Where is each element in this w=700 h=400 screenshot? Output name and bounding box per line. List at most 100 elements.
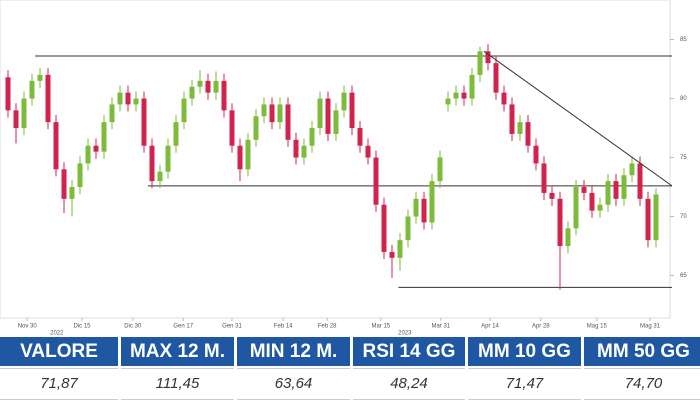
x-tick-label: Apr 14: [481, 324, 499, 330]
candle-body: [613, 181, 619, 199]
candle-body: [453, 92, 459, 99]
y-tick-label: 75: [680, 155, 687, 161]
candle-body: [245, 139, 251, 170]
candle-body: [301, 145, 307, 158]
candle-body: [29, 80, 35, 99]
candle-body: [429, 181, 435, 223]
candle-body: [469, 74, 475, 99]
x-tick-label: Apr 28: [532, 324, 550, 330]
candle-body: [533, 145, 539, 164]
table-header: MM 10 GG: [468, 337, 581, 366]
candle-body: [437, 157, 443, 182]
table-header: MAX 12 M.: [121, 337, 234, 366]
candle-body: [373, 157, 379, 205]
candle-body: [165, 145, 171, 172]
candle-body: [77, 163, 83, 188]
candle-body: [221, 80, 227, 111]
candle-body: [197, 80, 203, 87]
candle-body: [189, 86, 195, 99]
candle-body: [349, 92, 355, 129]
candle-body: [117, 92, 123, 105]
x-tick-label: Mar 31: [431, 324, 450, 330]
candle-body: [573, 187, 579, 229]
table-value: 48,24: [353, 368, 465, 400]
table-header: MM 50 GG: [584, 337, 700, 366]
candle-body: [365, 145, 371, 158]
table-value: 71,47: [468, 368, 581, 400]
candle-body: [173, 122, 179, 146]
candle-body: [461, 92, 467, 99]
candle-body: [141, 98, 147, 146]
candle-body: [381, 204, 387, 252]
candle-body: [637, 163, 643, 199]
candle-body: [181, 98, 187, 123]
candle-body: [253, 116, 259, 140]
candle-body: [37, 74, 43, 81]
candle-body: [517, 122, 523, 134]
x-tick-label: Feb 28: [318, 324, 337, 330]
year-label: 2022: [50, 331, 64, 336]
x-tick-label: Gen 31: [222, 324, 242, 330]
candle-body: [493, 63, 499, 93]
candle-body: [557, 198, 563, 247]
candle-body: [101, 122, 107, 152]
candle-body: [277, 104, 283, 123]
candle-body: [93, 145, 99, 152]
y-tick-label: 70: [680, 214, 687, 220]
table-header: RSI 14 GG: [353, 337, 465, 366]
table-header: VALORE: [0, 337, 118, 366]
candle-body: [605, 181, 611, 205]
table-value: 71,87: [0, 368, 118, 400]
x-tick-label: Mag 31: [640, 324, 661, 330]
candle-body: [213, 80, 219, 93]
year-label: 2023: [398, 331, 412, 336]
candle-body: [589, 192, 595, 211]
plot-area: [0, 0, 671, 319]
table-value: 74,70: [584, 368, 700, 400]
candle-body: [205, 80, 211, 93]
candle-body: [85, 145, 91, 164]
candle-body: [61, 169, 67, 199]
candle-body: [237, 145, 243, 170]
candle-body: [149, 145, 155, 182]
candle-body: [13, 110, 19, 129]
candle-body: [413, 198, 419, 217]
y-tick-label: 80: [680, 96, 687, 102]
candle-body: [597, 204, 603, 211]
candle-body: [53, 122, 59, 170]
x-tick-label: Nov 30: [18, 324, 38, 330]
table-value: 63,64: [237, 368, 350, 400]
x-tick-label: Gen 17: [173, 324, 193, 330]
candle-body: [645, 198, 651, 241]
candle-body: [445, 98, 451, 105]
x-tick-label: Mar 15: [371, 324, 390, 330]
candle-body: [629, 163, 635, 176]
y-tick-label: 85: [680, 37, 687, 43]
candle-body: [581, 187, 587, 193]
candle-body: [269, 104, 275, 123]
x-tick-label: Feb 14: [274, 324, 293, 330]
candle-body: [109, 104, 115, 123]
x-tick-label: Mag 15: [587, 324, 608, 330]
candle-body: [21, 98, 27, 129]
table-header: MIN 12 M.: [237, 337, 350, 366]
candle-body: [477, 51, 483, 75]
candle-body: [485, 51, 491, 64]
candle-body: [69, 187, 75, 199]
candle-body: [621, 175, 627, 199]
candle-body: [317, 98, 323, 129]
candle-body: [341, 92, 347, 111]
table-value: 111,45: [121, 368, 234, 400]
candle-body: [333, 110, 339, 134]
chart: 65 70 75 80 85 Nov 30 Dic 15 Dic 30 Gen 17 Gen 31…: [0, 0, 687, 336]
candle-body: [133, 98, 139, 105]
stats-table: VALORE MAX 12 M. MIN 12 M. RSI 14 GG MM 10 G…: [0, 337, 700, 400]
candle-body: [421, 198, 427, 223]
candle-body: [549, 192, 555, 199]
candle-body: [565, 228, 571, 247]
candle-body: [5, 77, 11, 111]
candle-body: [525, 122, 531, 146]
candle-body: [293, 139, 299, 158]
candle-body: [157, 171, 163, 182]
